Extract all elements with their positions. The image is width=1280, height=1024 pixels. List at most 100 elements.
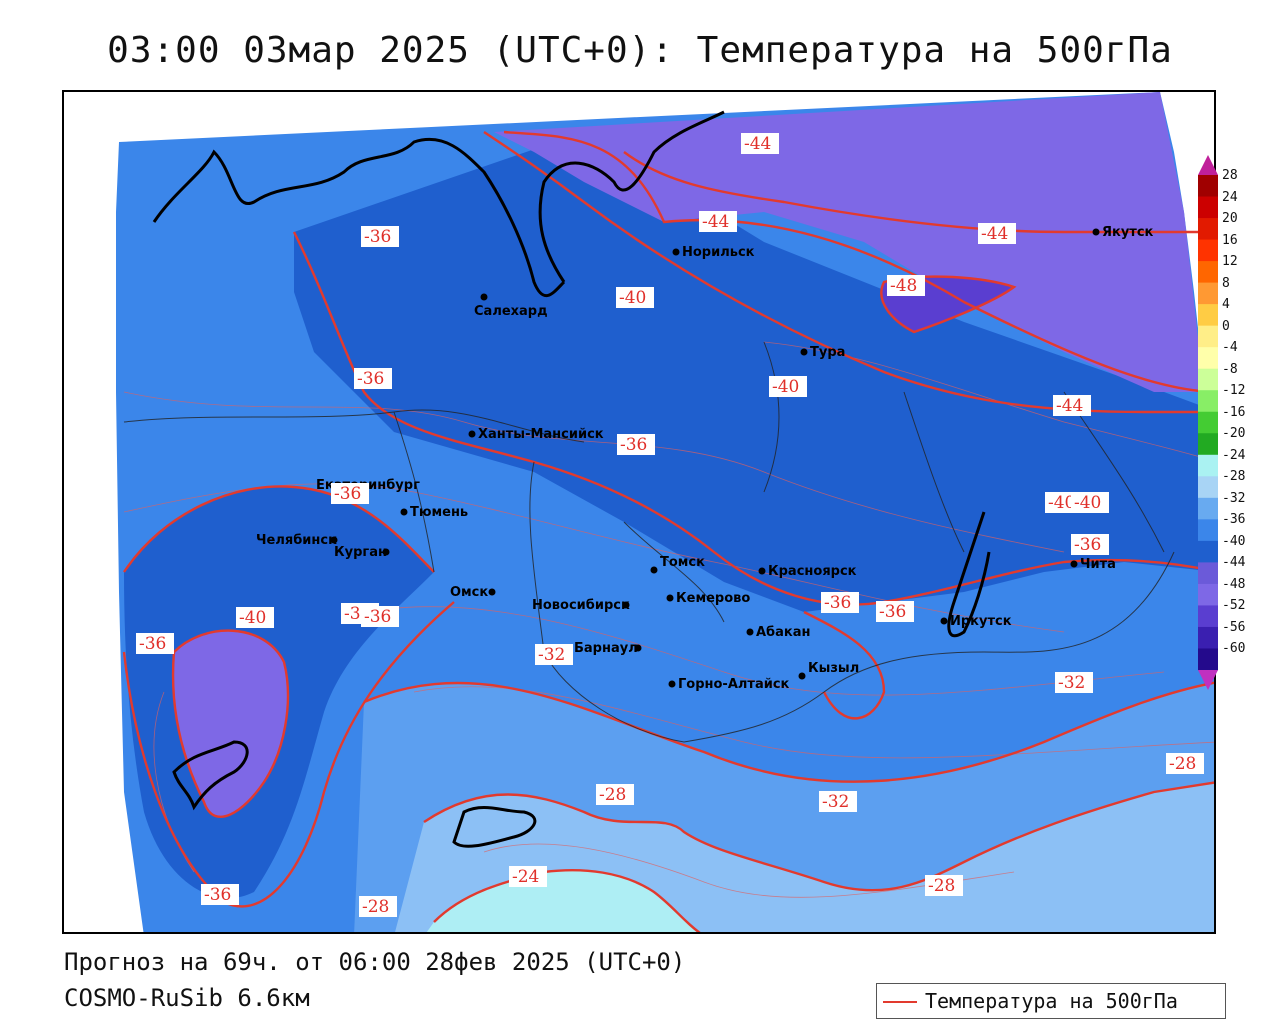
colorbar-tick-label: -60	[1222, 641, 1246, 657]
contour-label-box	[616, 287, 654, 308]
colorbar-swatch	[1198, 304, 1218, 327]
colorbar-swatch	[1198, 390, 1218, 413]
city-label: Иркутск	[950, 614, 1012, 629]
model-info: COSMO-RuSib 6.6км	[64, 984, 310, 1012]
colorbar-tick-label: -8	[1222, 361, 1238, 377]
contour-label: -36	[824, 593, 851, 613]
colorbar-tick-label: 4	[1222, 297, 1230, 313]
temperature-map: Салехард Норильск Якутск Тура Ханты-Мансийск…	[116, 92, 1214, 932]
city-label: Курган	[334, 545, 387, 560]
contour-label-box	[236, 607, 274, 628]
contour-label-box	[617, 434, 655, 455]
colorbar-swatch	[1198, 497, 1218, 520]
colorbar-tick-label: -32	[1222, 490, 1246, 506]
city-label: Новосибирск	[532, 598, 630, 613]
contour-label: -36	[364, 227, 391, 247]
colorbar-tick-label: -48	[1222, 576, 1246, 592]
contour-label: -40	[1048, 493, 1075, 513]
city-dot	[468, 430, 476, 438]
city-label: Тюмень	[410, 505, 468, 520]
city-label: Норильск	[682, 245, 755, 260]
city-label: Чита	[1080, 557, 1116, 572]
colorbar-tick-label: -20	[1222, 426, 1246, 442]
contour-label: -40	[619, 288, 646, 308]
contour-label: -24	[512, 867, 539, 887]
city-dot	[488, 588, 496, 596]
contour-label-box	[769, 376, 807, 397]
colorbar-tick-label: 24	[1222, 189, 1238, 205]
contour-label-box	[361, 606, 399, 627]
city-label: Абакан	[756, 625, 811, 640]
colorbar-swatch	[1198, 605, 1218, 628]
contour-label: -44	[702, 212, 729, 232]
city-dot	[666, 594, 674, 602]
city-dot	[672, 248, 680, 256]
colorbar-tick-label: -12	[1222, 383, 1246, 399]
contour-label-box	[509, 866, 547, 887]
colorbar-arrow-top	[1198, 155, 1218, 175]
city-label: Якутск	[1102, 225, 1154, 240]
contour-label-box	[699, 211, 737, 232]
temperature-fill-zones	[116, 92, 1214, 932]
city-label: Ханты-Мансийск	[478, 427, 604, 442]
contour-label-box	[876, 601, 914, 622]
colorbar-tick-label: -44	[1222, 555, 1246, 571]
contour-label-box	[925, 875, 963, 896]
colorbar-tick-label: -4	[1222, 340, 1238, 356]
city-label: Горно-Алтайск	[678, 677, 790, 692]
colorbar-tick-label: 8	[1222, 275, 1230, 291]
city-dot	[634, 644, 642, 652]
contour-label: -40	[239, 608, 266, 628]
contour-label-box	[535, 644, 573, 665]
colorbar-swatch	[1198, 347, 1218, 370]
colorbar-swatch	[1198, 411, 1218, 434]
colorbar-swatch	[1198, 175, 1218, 198]
city-label: Челябинск	[256, 533, 337, 548]
colorbar-tick-label: 16	[1222, 232, 1238, 248]
contour-label-box	[1071, 534, 1109, 555]
colorbar-tick-label: -56	[1222, 619, 1246, 635]
city-label: Кызыл	[808, 661, 859, 676]
colorbar-swatch	[1198, 218, 1218, 241]
city-label: Барнаул	[574, 641, 638, 656]
colorbar-swatch	[1198, 519, 1218, 542]
contour-label-box	[361, 226, 399, 247]
legend: Температура на 500гПа	[876, 983, 1226, 1019]
colorbar	[1198, 155, 1218, 690]
contour-label: -44	[1056, 396, 1083, 416]
city-label: Омск	[450, 585, 488, 600]
city-dot	[382, 548, 390, 556]
legend-line-swatch	[883, 1001, 917, 1003]
colorbar-tick-label: 28	[1222, 168, 1238, 183]
contour-label: -36	[204, 885, 231, 905]
colorbar-arrow-bottom	[1198, 670, 1218, 690]
contour-label: -36	[334, 484, 361, 504]
contour-label: -36	[357, 369, 384, 389]
city-dot	[480, 293, 488, 301]
contour-label: -28	[1169, 754, 1196, 774]
contour-label-box	[596, 784, 634, 805]
city-dot	[758, 567, 766, 575]
colorbar-tick-label: -52	[1222, 598, 1246, 614]
city-dot	[746, 628, 754, 636]
contour-label: -28	[362, 897, 389, 917]
contour-label: -40	[772, 377, 799, 397]
colorbar-swatch	[1198, 454, 1218, 477]
colorbar-tick-label: -16	[1222, 404, 1246, 420]
contour-label-box	[136, 633, 174, 654]
city-dot	[1092, 228, 1100, 236]
city-label: Красноярск	[768, 564, 857, 579]
contour-label: -48	[890, 276, 917, 296]
contour-label-box	[741, 133, 779, 154]
city-label: Салехард	[474, 304, 548, 319]
colorbar-tick-label: -24	[1222, 447, 1246, 463]
legend-label: Температура на 500гПа	[925, 989, 1178, 1013]
colorbar-swatch	[1198, 196, 1218, 219]
contour-label: -28	[928, 876, 955, 896]
city-dot	[330, 536, 338, 544]
contour-label-box	[1071, 492, 1109, 513]
contour-label: -32	[822, 792, 849, 812]
colorbar-swatch	[1198, 562, 1218, 585]
contour-label: -44	[744, 134, 771, 154]
forecast-info: Прогноз на 69ч. от 06:00 28фев 2025 (UTC…	[64, 948, 686, 976]
